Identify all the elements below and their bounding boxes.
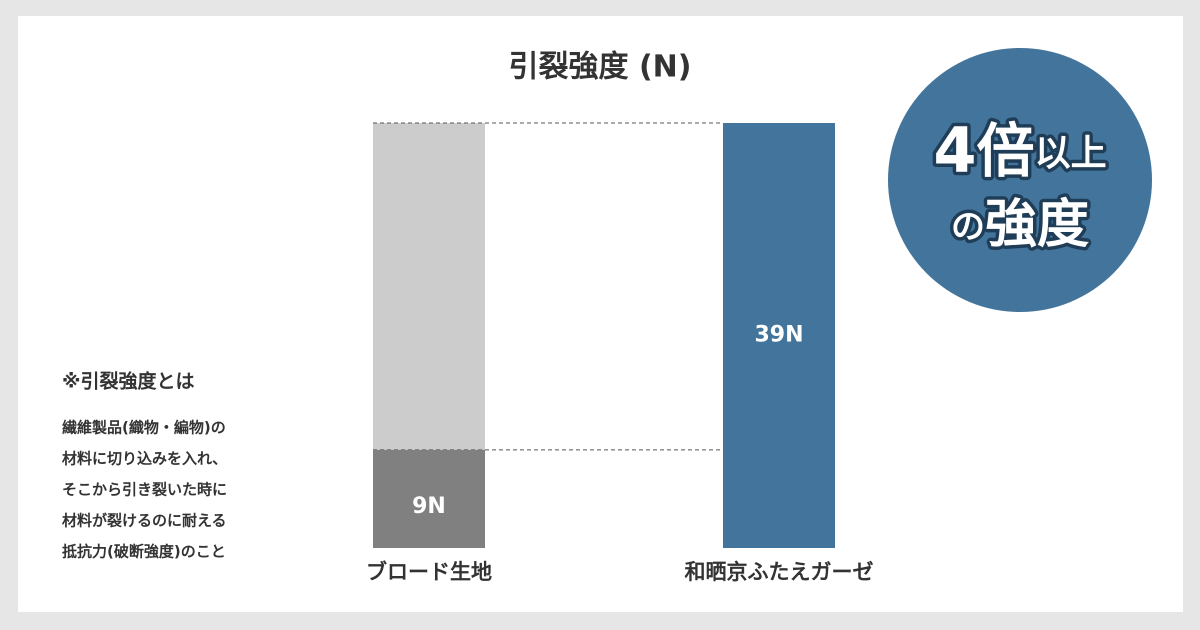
- chart-title: 引裂強度 (N): [509, 50, 692, 85]
- note-line: 材料に切り込みを入れ、: [62, 450, 227, 468]
- note-title: ※引裂強度とは: [62, 370, 194, 393]
- badge-of: の: [951, 207, 985, 247]
- bar: [373, 449, 485, 548]
- x-tick-label: 和晒京ふたえガーゼ: [685, 560, 874, 584]
- note-line: そこから引き裂いた時に: [62, 481, 227, 499]
- badge-above: 以上: [1035, 133, 1107, 174]
- badge-strength: 強度: [985, 195, 1089, 255]
- badge-number: 4: [933, 114, 976, 187]
- badge: [888, 48, 1152, 312]
- x-tick-label: ブロード生地: [366, 560, 492, 584]
- badge-times: 倍: [977, 117, 1035, 185]
- note-line: 材料が裂けるのに耐える: [62, 512, 227, 530]
- note-line: 繊維製品(織物・編物)の: [62, 419, 226, 437]
- badge-line-1: 4倍以上: [933, 114, 1106, 187]
- data-label: 9N: [412, 494, 446, 519]
- note-body: 繊維製品(織物・編物)の材料に切り込みを入れ、そこから引き裂いた時に材料が裂ける…: [62, 419, 227, 561]
- bar: [723, 123, 835, 548]
- data-label: 39N: [754, 323, 803, 348]
- note-line: 抵抗力(破断強度)のこと: [62, 543, 226, 561]
- badge-line-2: の強度: [951, 195, 1089, 255]
